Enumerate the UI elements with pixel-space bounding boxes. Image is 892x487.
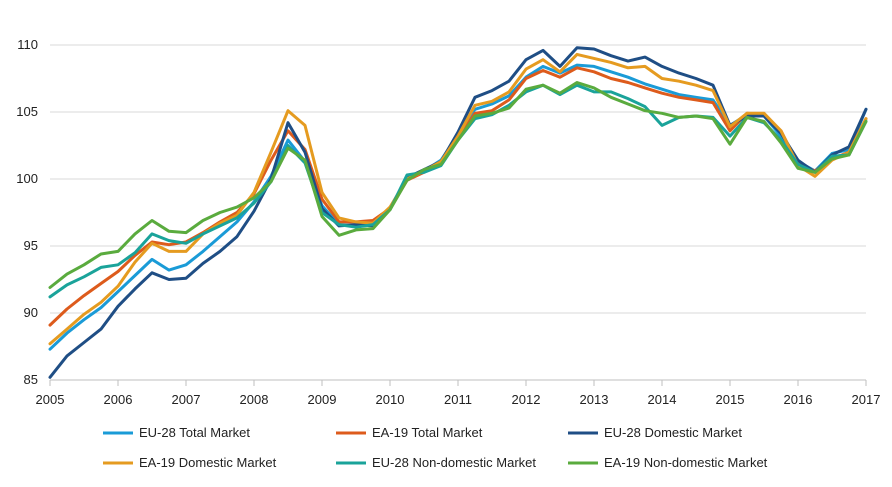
series-line-6 <box>48 81 868 289</box>
x-tick-label: 2007 <box>172 392 201 407</box>
legend-label: EU-28 Domestic Market <box>604 425 742 440</box>
x-tick-label: 2008 <box>240 392 269 407</box>
series-line-1 <box>48 63 868 351</box>
x-axis: 2005 2006 2007 2008 2009 2010 2011 2012 2013 2014… <box>36 379 881 407</box>
y-axis: 85 90 95 100 105 110 <box>16 37 38 387</box>
x-tick-label: 2012 <box>512 392 541 407</box>
legend-label: EA-19 Domestic Market <box>139 455 277 470</box>
legend-label: EU-28 Total Market <box>139 425 250 440</box>
x-tick-label: 2017 <box>852 392 881 407</box>
x-tick-label: 2011 <box>444 392 472 407</box>
y-tick-label: 105 <box>16 104 38 119</box>
y-tick-label: 100 <box>16 171 38 186</box>
x-tick-label: 2006 <box>104 392 133 407</box>
y-tick-label: 90 <box>24 305 38 320</box>
series-line-3 <box>48 46 868 379</box>
legend-label: EA-19 Total Market <box>372 425 483 440</box>
x-tick-label: 2005 <box>36 392 65 407</box>
x-tick-label: 2013 <box>580 392 609 407</box>
series-line-2 <box>48 66 868 327</box>
x-tick-label: 2016 <box>784 392 813 407</box>
series-lines <box>48 46 868 379</box>
legend-label: EU-28 Non-domestic Market <box>372 455 536 470</box>
x-tick-label: 2010 <box>376 392 405 407</box>
legend: EU-28 Total Market EA-19 Total Market EU-2… <box>103 425 768 470</box>
x-tick-label: 2009 <box>308 392 337 407</box>
series-line-4 <box>48 52 868 346</box>
y-tick-label: 110 <box>17 37 38 52</box>
gridlines <box>50 44 866 314</box>
x-tick-label: 2014 <box>648 392 677 407</box>
legend-label: EA-19 Non-domestic Market <box>604 455 768 470</box>
x-tick-label: 2015 <box>716 392 745 407</box>
y-tick-label: 85 <box>24 372 38 387</box>
y-tick-label: 95 <box>24 238 38 253</box>
